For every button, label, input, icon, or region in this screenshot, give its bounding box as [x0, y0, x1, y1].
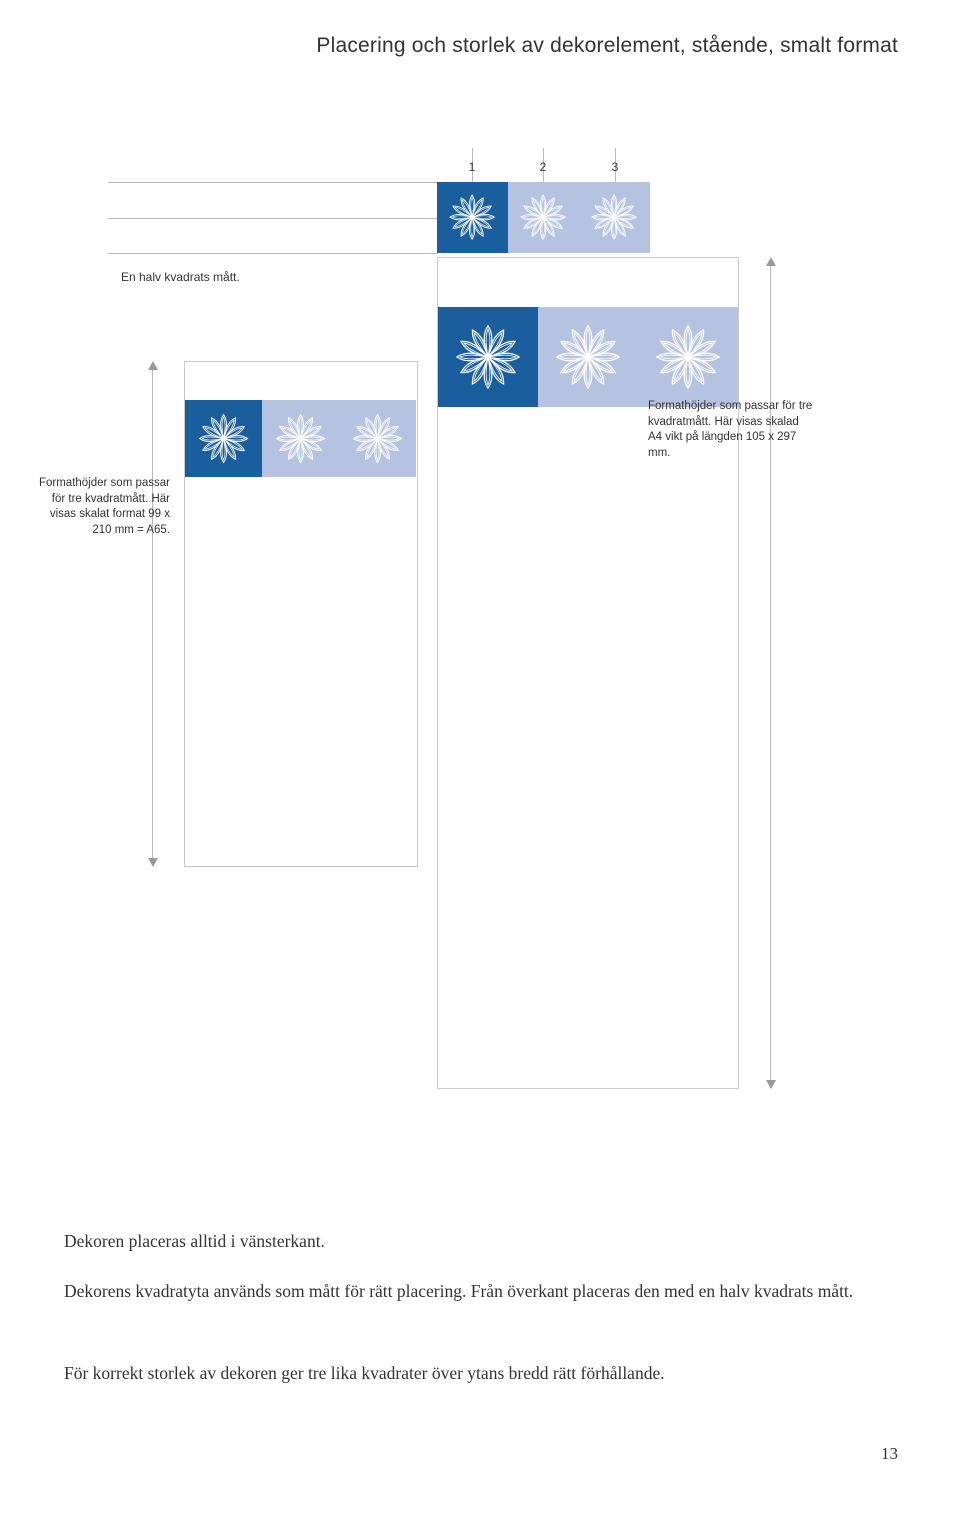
- hguide-top: [108, 182, 438, 183]
- decor-square-dark: [437, 182, 508, 253]
- page-title: Placering och storlek av dekorelement, s…: [316, 34, 898, 58]
- left-height-arrow: [148, 361, 158, 867]
- hguide-bot: [108, 253, 438, 254]
- col-num-1: 1: [469, 160, 476, 174]
- decor-square-dark: [185, 400, 262, 477]
- decor-square-dark: [438, 307, 538, 407]
- left-format-sample: [184, 361, 418, 867]
- decor-square-light: [262, 400, 339, 477]
- left-caption: Formathöjder som passar för tre kvadratm…: [30, 476, 170, 538]
- top-decor-row: [437, 182, 650, 253]
- right-format-sample: [437, 257, 739, 1089]
- paragraph-3: För korrekt storlek av dekoren ger tre l…: [64, 1360, 896, 1386]
- decor-square-light: [508, 182, 579, 253]
- paragraph-1: Dekoren placeras alltid i vänsterkant.: [64, 1228, 896, 1254]
- label-half-square: En halv kvadrats mått.: [121, 270, 240, 284]
- hguide-mid: [108, 218, 438, 219]
- left-decor-row: [185, 400, 416, 477]
- decor-square-light: [638, 307, 738, 407]
- decor-square-light: [339, 400, 416, 477]
- paragraph-2: Dekorens kvadratyta används som mått för…: [64, 1278, 896, 1304]
- col-num-2: 2: [540, 160, 547, 174]
- page-number: 13: [881, 1444, 898, 1464]
- decor-square-light: [538, 307, 638, 407]
- right-caption: Formathöjder som passar för tre kvadratm…: [648, 399, 813, 461]
- decor-square-light: [579, 182, 650, 253]
- right-height-arrow: [766, 257, 776, 1089]
- col-num-3: 3: [612, 160, 619, 174]
- right-decor-row: [438, 307, 738, 407]
